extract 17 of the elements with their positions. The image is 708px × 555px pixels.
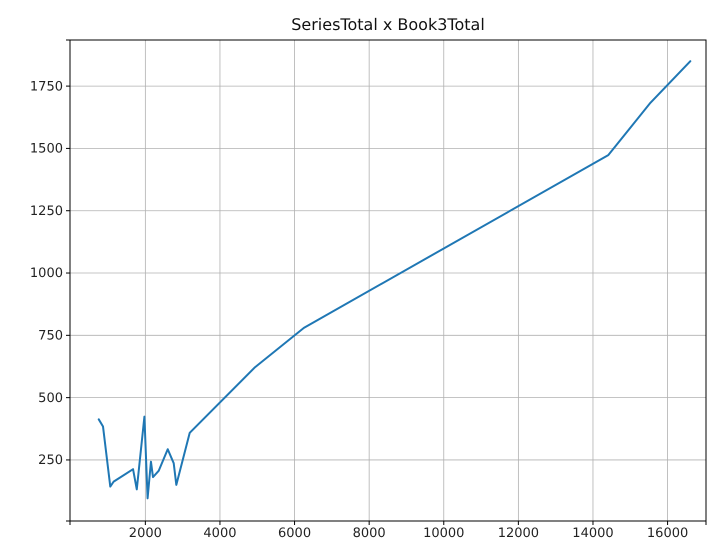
x-tick-label: 8000 — [352, 526, 386, 542]
y-tick-label: 1750 — [30, 79, 63, 94]
x-tick-label: 14000 — [572, 526, 614, 542]
line-series — [98, 60, 692, 500]
x-tick-label: 2000 — [128, 526, 162, 542]
x-tick-label: 4000 — [203, 526, 236, 542]
y-tick-label: 1500 — [30, 142, 63, 157]
x-tick-label: 10000 — [423, 526, 464, 542]
y-tick-label: 1250 — [30, 204, 63, 219]
y-tick-label: 750 — [38, 328, 63, 344]
x-tick-label: 16000 — [646, 526, 688, 542]
chart-title: SeriesTotal x Book3Total — [291, 15, 485, 34]
y-tick-label: 250 — [38, 453, 63, 468]
x-tick-label: 12000 — [498, 526, 540, 542]
y-tick-label: 500 — [38, 390, 63, 406]
y-tick-label: 1000 — [30, 266, 63, 282]
x-tick-label: 6000 — [278, 526, 312, 542]
